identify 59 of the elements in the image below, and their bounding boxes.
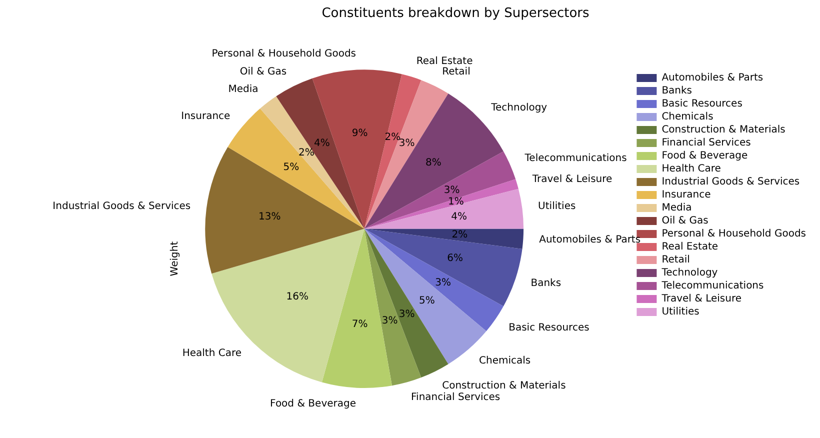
data-label: 3% [398, 308, 415, 320]
legend-label: Construction & Materials [662, 124, 786, 136]
data-label: 16% [286, 291, 308, 302]
legend-label: Technology [660, 268, 718, 279]
text: Weight [170, 241, 181, 276]
data-label: 2% [384, 132, 401, 144]
legend-label: Insurance [662, 190, 711, 201]
slice-label: Utilities [538, 201, 576, 212]
legend-label: Automobiles & Parts [662, 72, 764, 84]
legend-label: Travel & Leisure [660, 294, 742, 305]
data-label: 6% [447, 253, 464, 264]
data-label: 3% [398, 138, 415, 149]
slice-label: Telecommunications [524, 153, 627, 164]
data-label: 3% [444, 185, 460, 196]
legend-label: Health Care [662, 164, 721, 175]
legend-label: Industrial Goods & Services [662, 176, 800, 188]
data-label: 2% [452, 229, 468, 240]
legend-label: Chemicals [662, 112, 714, 123]
chart-title: Constituents breakdown by Supersectors [322, 6, 590, 22]
slice-label: Media [228, 84, 258, 96]
data-label: 8% [426, 157, 442, 168]
legend-label: Utilities [662, 306, 700, 318]
data-label: 13% [258, 211, 281, 222]
slice-label: Automobiles & Parts [539, 234, 641, 246]
slice-label: Banks [530, 278, 562, 290]
data-label: 2% [298, 147, 314, 158]
slice-label: Travel & Leisure [531, 174, 612, 186]
legend-label: Real Estate [662, 242, 718, 253]
slice-label: Health Care [182, 348, 242, 360]
slice-label: Construction & Materials [442, 380, 566, 392]
slice-label: Real Estate [416, 56, 473, 68]
data-label: 5% [283, 162, 300, 173]
slice-label: Personal & Household Goods [212, 48, 356, 60]
slice-label: Industrial Goods & Services [52, 201, 191, 212]
data-label: 9% [352, 128, 368, 139]
slice-label: Chemicals [479, 356, 531, 367]
data-label: 7% [352, 318, 368, 330]
legend-label: Financial Services [662, 138, 751, 149]
slice-label: Financial Services [411, 392, 500, 404]
legend-label: Personal & Household Goods [662, 228, 806, 240]
legend-label: Banks [662, 86, 692, 97]
legend-label: Basic Resources [662, 98, 742, 110]
data-label: 4% [451, 211, 468, 222]
legend-label: Telecommunications [660, 280, 764, 292]
data-label: 3% [435, 278, 451, 289]
data-label: 1% [448, 196, 464, 208]
legend-label: Oil & Gas [662, 216, 708, 227]
slice-label: Basic Resources [508, 322, 590, 334]
legend-label: Media [662, 202, 692, 214]
slice-label: Technology [490, 102, 548, 114]
data-label: 3% [382, 315, 398, 326]
legend-label: Retail [662, 254, 690, 266]
slice-label: Retail [442, 66, 470, 78]
slice-label: Food & Beverage [270, 398, 356, 410]
data-label: 4% [314, 138, 330, 149]
legend-label: Food & Beverage [662, 150, 748, 162]
data-label: 5% [418, 296, 435, 307]
slice-label: Oil & Gas [240, 66, 287, 78]
slice-label: Insurance [181, 110, 230, 122]
